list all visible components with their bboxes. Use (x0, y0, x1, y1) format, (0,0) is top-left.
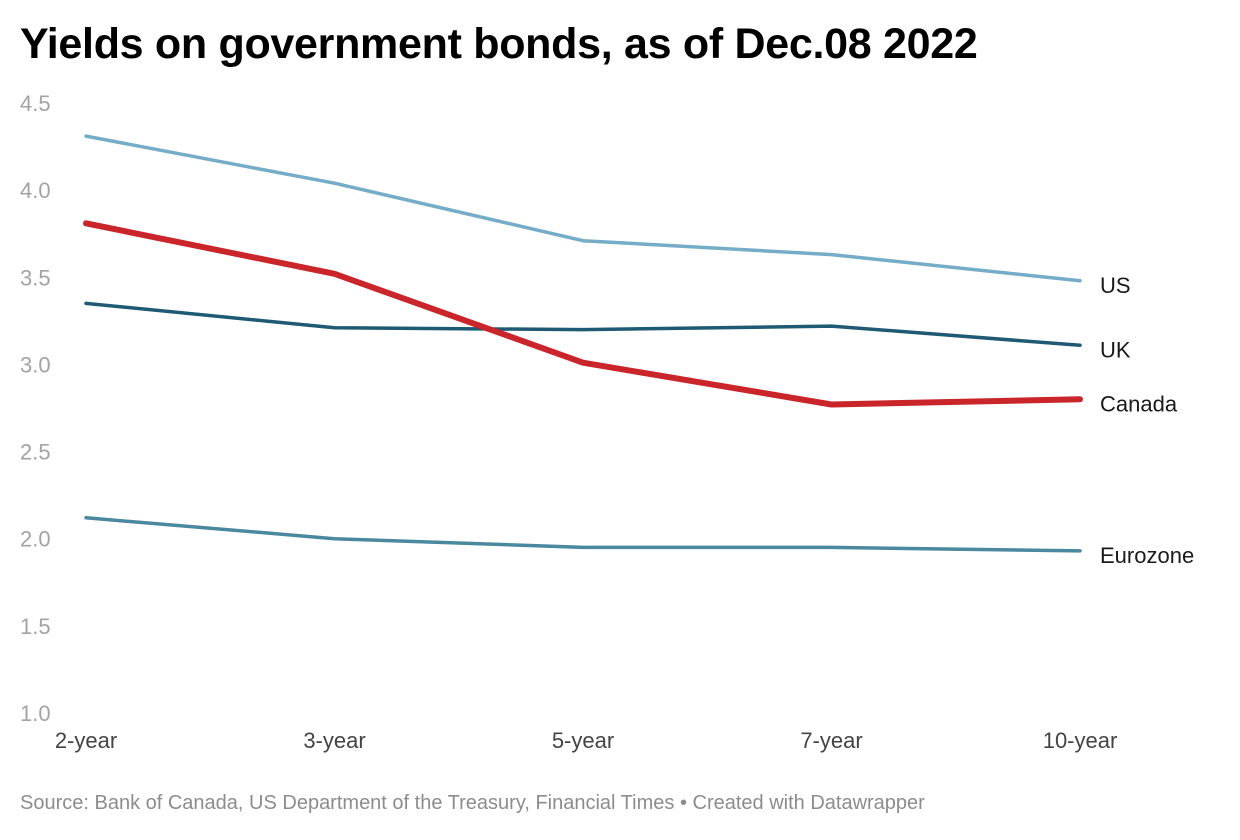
series-line-eurozone (84, 516, 1082, 553)
y-tick-label: 3.0 (20, 352, 51, 377)
chart-title: Yields on government bonds, as of Dec.08… (20, 20, 978, 68)
y-tick-label: 1.0 (20, 701, 51, 726)
source-note: Source: Bank of Canada, US Department of… (20, 792, 925, 814)
x-tick-label: 2-year (55, 728, 117, 753)
series-line-us (84, 134, 1082, 283)
series-lines (83, 134, 1083, 553)
y-tick-label: 2.0 (20, 527, 51, 552)
y-tick-label: 3.5 (20, 265, 51, 290)
series-label-uk: UK (1100, 337, 1131, 362)
series-labels: US UK Canada Eurozone (1100, 273, 1194, 568)
line-chart: 1.0 1.5 2.0 2.5 3.0 3.5 4.0 4.5 2-year 3-year 5-y… (20, 91, 1194, 753)
y-tick-label: 1.5 (20, 614, 51, 639)
x-tick-label: 3-year (303, 728, 365, 753)
series-label-canada: Canada (1100, 391, 1178, 416)
x-tick-label: 5-year (552, 728, 614, 753)
series-label-eurozone: Eurozone (1100, 543, 1194, 568)
series-line-uk (84, 301, 1082, 348)
x-axis: 2-year 3-year 5-year 7-year 10-year (55, 728, 1117, 753)
y-axis: 1.0 1.5 2.0 2.5 3.0 3.5 4.0 4.5 (20, 91, 51, 726)
y-tick-label: 4.5 (20, 91, 51, 116)
series-label-us: US (1100, 273, 1131, 298)
x-tick-label: 7-year (800, 728, 862, 753)
x-tick-label: 10-year (1043, 728, 1118, 753)
series-line-canada (83, 220, 1083, 408)
y-tick-label: 2.5 (20, 440, 51, 465)
y-tick-label: 4.0 (20, 178, 51, 203)
